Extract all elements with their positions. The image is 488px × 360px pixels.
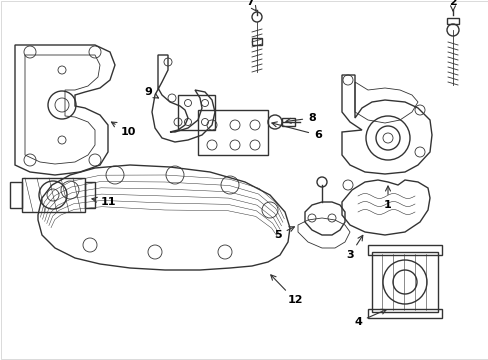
Text: 8: 8	[285, 113, 315, 123]
Text: 12: 12	[270, 275, 302, 305]
Text: 10: 10	[111, 122, 135, 137]
Text: 5: 5	[274, 227, 294, 240]
Text: 4: 4	[353, 309, 386, 327]
Text: 9: 9	[144, 87, 158, 98]
Text: 2: 2	[448, 0, 456, 11]
Text: 1: 1	[384, 186, 391, 210]
Text: 7: 7	[245, 0, 256, 11]
Text: 6: 6	[271, 122, 321, 140]
Text: 3: 3	[346, 235, 362, 260]
Text: 11: 11	[92, 197, 116, 207]
